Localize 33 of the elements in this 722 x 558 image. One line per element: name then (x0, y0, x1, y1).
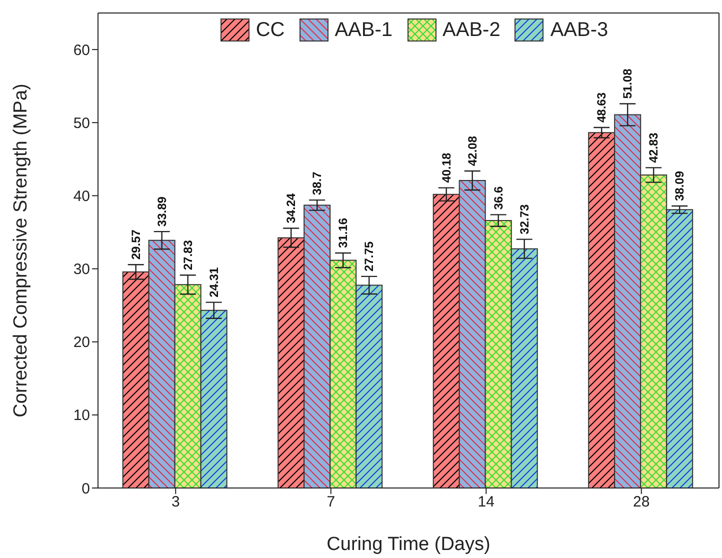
data-label: 38.09 (672, 170, 687, 201)
data-label: 31.16 (336, 218, 350, 248)
data-label: 36.6 (491, 186, 506, 210)
x-tick-label: 28 (633, 494, 650, 511)
x-tick-label: 14 (478, 494, 494, 511)
data-label: 34.24 (284, 192, 298, 224)
data-label: 24.31 (206, 266, 221, 298)
legend-label: AAB-3 (550, 18, 608, 42)
data-label: 33.89 (154, 196, 169, 227)
data-label: 29.57 (128, 229, 143, 260)
data-label: 27.75 (362, 241, 376, 272)
data-label: 32.73 (517, 204, 532, 234)
y-tick-label: 50 (73, 114, 90, 132)
legend-label: AAB-1 (334, 18, 393, 42)
x-tick-label: 3 (171, 494, 180, 511)
data-label: 51.08 (620, 68, 635, 99)
data-label: 42.08 (465, 136, 480, 166)
y-tick-label: 30 (73, 261, 90, 278)
data-label: 38.7 (310, 171, 324, 196)
y-axis-title: Corrected Compressive Strength (MPa) (10, 84, 32, 418)
y-tick-label: 0 (82, 480, 90, 498)
data-label: 27.83 (180, 240, 195, 270)
x-tick-label: 7 (326, 494, 336, 511)
y-tick-label: 40 (73, 188, 90, 206)
y-tick-label: 60 (73, 42, 90, 59)
legend-label: AAB-2 (442, 18, 500, 42)
data-label: 40.18 (439, 152, 454, 183)
data-label: 48.63 (594, 92, 609, 123)
x-axis-title: Curing Time (Days) (326, 534, 490, 555)
y-tick-label: 10 (73, 407, 90, 424)
y-tick-label: 20 (73, 334, 90, 352)
data-label: 42.83 (646, 132, 661, 163)
legend-label: CC (256, 18, 285, 42)
